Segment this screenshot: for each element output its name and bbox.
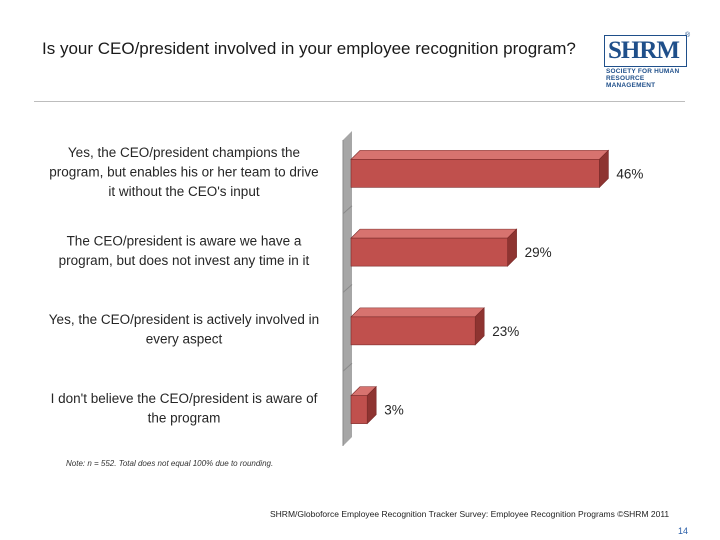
data-label: 46% bbox=[616, 166, 643, 181]
category-label-line: The CEO/president is aware we have a bbox=[67, 233, 302, 248]
data-label: 3% bbox=[384, 403, 404, 418]
category-label-line: it without the CEO's input bbox=[108, 184, 259, 199]
category-label-line: the program bbox=[148, 410, 221, 425]
category-label: Yes, the CEO/president champions the prog… bbox=[49, 145, 318, 199]
bar-top-face bbox=[350, 307, 485, 318]
category-tick bbox=[342, 284, 353, 293]
shrm-logo: SHRM ® Society for Human Resource Manage… bbox=[604, 32, 692, 89]
category-label-line: Yes, the CEO/president is actively invol… bbox=[49, 312, 319, 327]
category-label: Yes, the CEO/president is actively invol… bbox=[49, 312, 319, 347]
logo-registered-mark: ® bbox=[685, 32, 691, 39]
category-label-line: program, but does not invest any time in… bbox=[59, 253, 310, 268]
logo-subtitle-line2: Resource Management bbox=[606, 75, 656, 89]
title-divider bbox=[34, 101, 685, 102]
bar bbox=[350, 159, 600, 188]
category-label: I don't believe the CEO/president is awa… bbox=[51, 391, 318, 426]
chart-note: Note: n = 552. Total does not equal 100%… bbox=[66, 459, 274, 468]
data-label: 23% bbox=[492, 324, 519, 339]
bar-top-face bbox=[350, 150, 610, 160]
bar bbox=[350, 316, 476, 346]
data-label: 29% bbox=[525, 245, 552, 260]
logo-box: SHRM bbox=[604, 35, 687, 67]
bar bbox=[350, 237, 508, 267]
logo-wordmark: SHRM bbox=[608, 37, 680, 64]
category-label-line: Yes, the CEO/president champions the bbox=[68, 145, 300, 160]
category-tick bbox=[342, 205, 353, 215]
bar-top-face bbox=[350, 228, 518, 239]
category-tick bbox=[342, 362, 353, 372]
bar bbox=[350, 395, 368, 424]
category-label: The CEO/president is aware we have a prog… bbox=[59, 233, 310, 268]
category-label-line: I don't believe the CEO/president is awa… bbox=[51, 391, 318, 406]
slide-title: Is your CEO/president involved in your e… bbox=[42, 39, 576, 58]
logo-subtitle-line1: Society for Human bbox=[606, 68, 680, 75]
category-label-line: every aspect bbox=[146, 332, 223, 347]
source-citation: SHRM/Globoforce Employee Recognition Tra… bbox=[270, 509, 670, 519]
category-label-line: program, but enables his or her team to … bbox=[49, 164, 318, 179]
logo-subtitle: Society for Human Resource Management bbox=[606, 68, 692, 89]
page-number: 14 bbox=[678, 526, 689, 536]
